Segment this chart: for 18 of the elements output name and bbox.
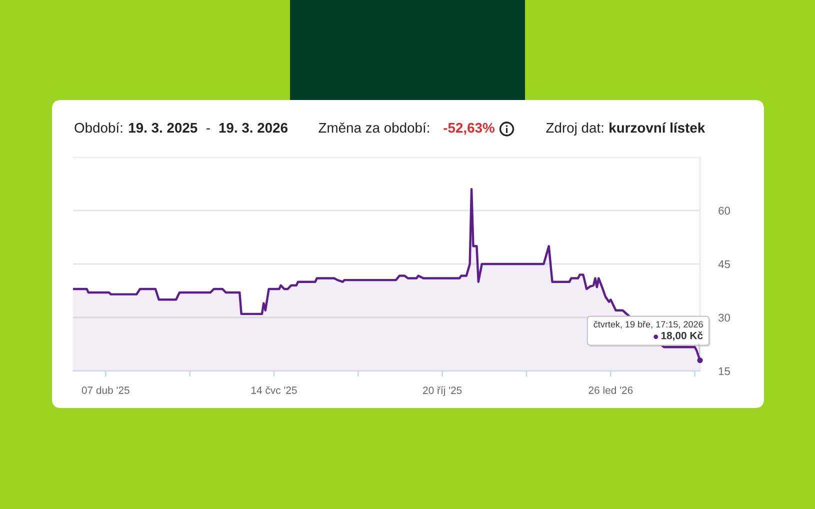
x-tick-label: 07 dub '25 [82, 386, 130, 394]
text: kurzovní lístek [610, 122, 706, 133]
text: - [206, 128, 210, 130]
text: Zdroj dat: [546, 122, 604, 136]
y-tick-label: 45 [718, 260, 730, 268]
text: Změna za období: [318, 122, 429, 133]
x-tick-label: 26 led '26 [588, 386, 633, 394]
y-tick-label: 15 [718, 367, 730, 376]
x-tick-label: 14 čvc '25 [251, 386, 297, 394]
text: -52,63% [444, 122, 494, 135]
annotation: 18,00 Kč [661, 331, 703, 341]
text: Období: [74, 122, 122, 133]
x-tick-label: 20 říj '25 [423, 386, 462, 396]
y-tick-label: 30 [718, 314, 730, 322]
y-tick-label: 60 [718, 206, 730, 215]
annotation: čtvrtek, 19 bře, 17:15, 2026 [594, 320, 703, 329]
text: 19. 3. 2026 [219, 122, 288, 133]
text: 19. 3. 2025 [129, 122, 198, 133]
